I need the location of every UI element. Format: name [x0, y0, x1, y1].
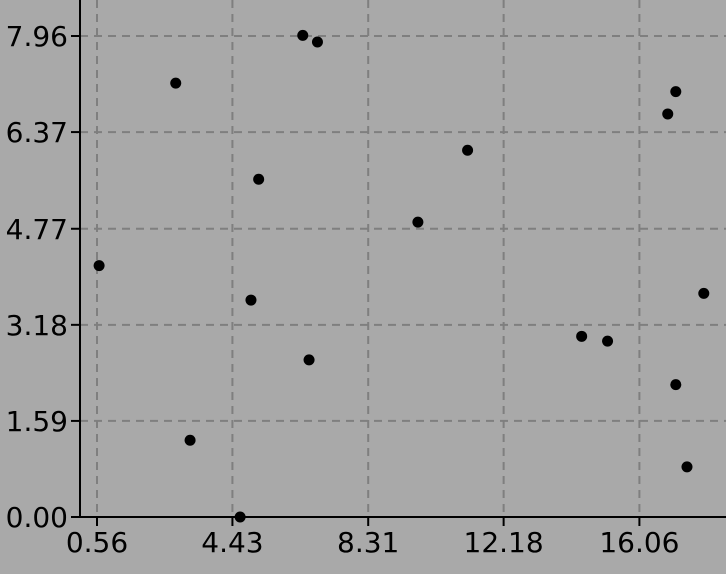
data-point	[184, 434, 196, 446]
data-point	[698, 287, 710, 299]
data-point	[462, 144, 474, 156]
data-point	[245, 294, 257, 306]
data-point	[93, 260, 105, 272]
y-tick-label: 1.59	[6, 405, 68, 438]
y-tick-label: 3.18	[6, 309, 68, 342]
data-point	[412, 216, 424, 228]
y-tick-label: 7.96	[6, 20, 68, 53]
data-point	[303, 354, 315, 366]
tick-labels: 0.56 4.43 8.31 12.18 16.06 0.00 1.59 3.18 4.77 6.…	[6, 20, 680, 559]
data-point	[662, 108, 674, 120]
data-point	[297, 29, 309, 41]
data-point	[576, 330, 588, 342]
data-point	[681, 461, 693, 473]
data-point	[311, 36, 323, 48]
x-tick-label: 12.18	[464, 526, 544, 559]
data-point	[602, 335, 614, 347]
x-tick-label: 16.06	[599, 526, 679, 559]
data-point	[253, 173, 265, 185]
x-tick-label: 4.43	[201, 526, 263, 559]
data-point	[670, 379, 682, 391]
data-point	[234, 511, 246, 523]
x-tick-label: 0.56	[66, 526, 128, 559]
data-point	[670, 86, 682, 98]
y-tick-label: 6.37	[6, 116, 68, 149]
x-tick-label: 8.31	[337, 526, 399, 559]
data-point	[170, 77, 182, 89]
grid-lines	[80, 0, 726, 518]
y-tick-label: 4.77	[6, 213, 68, 246]
y-tick-label: 0.00	[6, 501, 68, 534]
axes	[71, 0, 726, 526]
data-points	[93, 29, 710, 523]
